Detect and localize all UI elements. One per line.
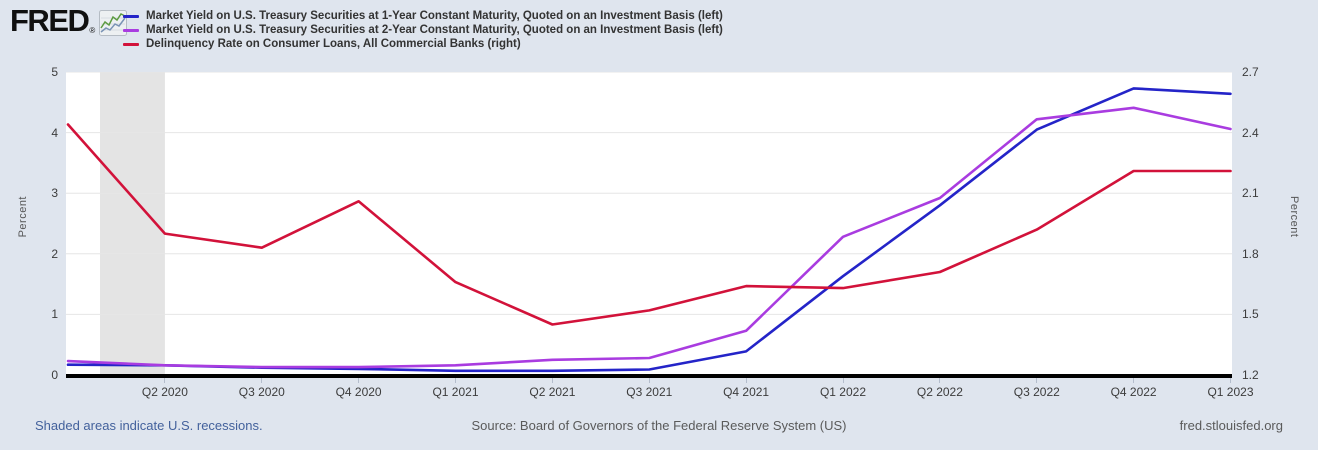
legend-item-1-year-treasury-yield[interactable]: Market Yield on U.S. Treasury Securities… (123, 10, 723, 23)
fred-site-link[interactable]: fred.stlouisfed.org (1179, 418, 1283, 433)
x-axis-tick (1036, 378, 1038, 383)
left-axis-tick-label: 0 (51, 368, 58, 382)
recession-shading (100, 72, 165, 375)
x-axis-tick (745, 378, 747, 383)
x-axis-label: Q3 2021 (626, 385, 673, 399)
x-axis-tick (648, 378, 650, 383)
x-axis-label: Q1 2021 (432, 385, 479, 399)
x-axis-label: Q4 2020 (335, 385, 382, 399)
right-axis-tick-label: 2.7 (1242, 65, 1259, 79)
x-axis-tick (164, 378, 166, 383)
x-axis-tick (261, 378, 263, 383)
legend-swatch-icon (123, 15, 139, 18)
x-axis-label: Q2 2021 (529, 385, 576, 399)
x-axis-label: Q3 2020 (238, 385, 285, 399)
x-axis-tick (1133, 378, 1135, 383)
consumer-loan-delinquency-rate-line (66, 123, 1232, 326)
x-axis-line (66, 374, 1232, 378)
x-axis-tick (939, 378, 941, 383)
x-axis-tick (1230, 378, 1231, 383)
plot-svg (66, 72, 1232, 375)
legend-item-2-year-treasury-yield[interactable]: Market Yield on U.S. Treasury Securities… (123, 24, 723, 37)
x-axis-label: Q4 2021 (723, 385, 770, 399)
x-axis-label: Q1 2022 (819, 385, 867, 399)
left-axis-tick-label: 5 (51, 65, 58, 79)
x-axis-tick (842, 378, 844, 383)
x-axis-label: Q2 2022 (916, 385, 963, 399)
left-axis-tick-label: 4 (51, 125, 58, 140)
right-axis-tick-label: 2.4 (1242, 125, 1259, 140)
x-axis-label: Q4 2022 (1110, 385, 1157, 399)
right-axis-tick-label: 2.1 (1242, 186, 1259, 201)
legend-swatch-icon (123, 29, 139, 32)
plot-area[interactable] (66, 72, 1232, 375)
legend-swatch-icon (123, 43, 139, 46)
right-axis-title: Percent (1288, 196, 1300, 238)
x-axis-tick (455, 378, 456, 383)
1-year-treasury-yield-line (66, 87, 1232, 373)
fred-logo-chart-icon (99, 10, 128, 41)
x-axis-label: Q3 2022 (1013, 385, 1060, 399)
registered-trademark: ® (89, 26, 96, 35)
x-axis-tick (551, 378, 553, 383)
legend-label: Market Yield on U.S. Treasury Securities… (146, 24, 723, 36)
left-axis-title: Percent (17, 196, 29, 238)
2-year-treasury-yield-line (66, 106, 1232, 369)
x-axis-label: Q1 2023 (1207, 385, 1254, 399)
left-axis-tick-label: 2 (51, 246, 58, 261)
right-axis-tick-label: 1.2 (1242, 368, 1259, 382)
legend-label: Market Yield on U.S. Treasury Securities… (146, 10, 723, 22)
fred-logo[interactable]: FRED ® (10, 3, 128, 41)
source-text: Source: Board of Governors of the Federa… (471, 418, 847, 433)
left-axis-tick-label: 1 (51, 307, 58, 322)
x-axis-tick (358, 378, 360, 383)
legend-label: Delinquency Rate on Consumer Loans, All … (146, 38, 521, 50)
x-axis-label: Q2 2020 (141, 385, 188, 399)
fred-logo-text: FRED (10, 3, 90, 38)
legend: Market Yield on U.S. Treasury Securities… (123, 10, 723, 52)
right-axis-tick-label: 1.8 (1242, 246, 1259, 261)
left-axis-tick-label: 3 (51, 186, 58, 201)
recession-note-link[interactable]: Shaded areas indicate U.S. recessions. (35, 418, 263, 433)
right-axis-tick-label: 1.5 (1242, 307, 1259, 322)
legend-item-consumer-loan-delinquency-rate[interactable]: Delinquency Rate on Consumer Loans, All … (123, 38, 723, 51)
